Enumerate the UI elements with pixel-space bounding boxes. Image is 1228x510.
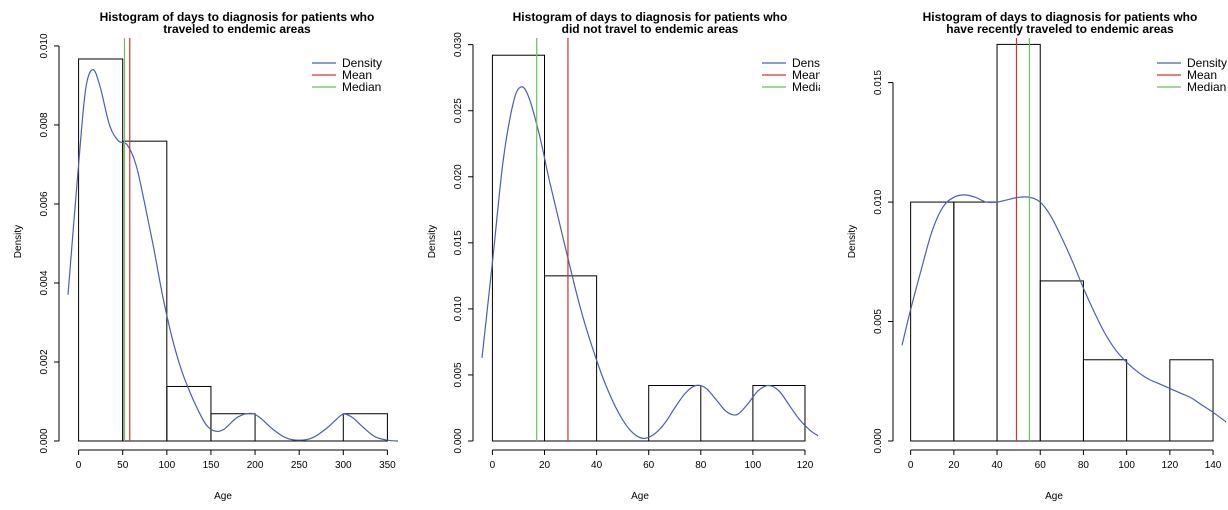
- chart-title-line: Histogram of days to diagnosis for patie…: [100, 10, 375, 24]
- x-tick-label: 250: [291, 460, 308, 471]
- legend-density-label: Density: [1187, 56, 1227, 70]
- legend-median-label: Median: [342, 80, 381, 94]
- density-curve: [481, 86, 819, 440]
- y-tick-label: 0.010: [39, 33, 50, 58]
- histogram-bar: [166, 385, 212, 442]
- x-axis-label: Age: [631, 491, 649, 502]
- histogram-svg: Histogram of days to diagnosis for patie…: [427, 10, 832, 502]
- legend-mean-label: Mean: [342, 68, 372, 82]
- y-axis-label: Density: [13, 225, 24, 258]
- chart-panel-not-traveled: Histogram of days to diagnosis for patie…: [410, 0, 832, 505]
- histogram-bar: [752, 385, 806, 442]
- x-tick-label: 350: [379, 460, 396, 471]
- x-tick-label: 100: [1118, 460, 1135, 471]
- x-tick-label: 150: [203, 460, 220, 471]
- legend-density-label: Density: [342, 56, 382, 70]
- legend-mean-label: Mean: [1187, 68, 1217, 82]
- y-tick-label: 0.000: [39, 428, 50, 453]
- density-curve: [67, 69, 399, 442]
- x-tick-label: 140: [1205, 460, 1222, 471]
- y-tick-label: 0.010: [873, 189, 884, 214]
- x-tick-label: 120: [797, 460, 814, 471]
- y-tick-label: 0.000: [453, 428, 464, 453]
- chart-panel-traveled: Histogram of days to diagnosis for patie…: [0, 0, 410, 505]
- histogram-bar: [996, 43, 1041, 442]
- chart-title-line: did not travel to endemic areas: [562, 22, 739, 36]
- x-tick-label: 0: [490, 460, 496, 471]
- histogram-bar: [1082, 359, 1128, 442]
- legend-median-label: Median: [792, 80, 820, 94]
- histogram-bar: [342, 413, 388, 442]
- y-tick-label: 0.006: [39, 191, 50, 216]
- legend-median-label: Median: [1187, 80, 1226, 94]
- x-tick-label: 40: [991, 460, 1003, 471]
- x-tick-label: 120: [1161, 460, 1178, 471]
- x-tick-label: 100: [158, 460, 175, 471]
- y-tick-label: 0.005: [453, 362, 464, 387]
- x-tick-label: 80: [1078, 460, 1090, 471]
- histogram-bar: [544, 275, 598, 442]
- histogram-bar: [953, 201, 998, 442]
- x-tick-label: 300: [335, 460, 352, 471]
- chart-title-line: have recently traveled to endemic areas: [946, 22, 1174, 36]
- y-tick-label: 0.030: [453, 32, 464, 57]
- histogram-bar: [1169, 359, 1214, 442]
- x-tick-label: 80: [695, 460, 707, 471]
- y-tick-label: 0.004: [39, 270, 50, 295]
- density-curve: [901, 194, 1227, 423]
- chart-title-line: traveled to endemic areas: [163, 22, 311, 36]
- x-tick-label: 60: [1035, 460, 1047, 471]
- y-tick-label: 0.005: [873, 309, 884, 334]
- histogram-svg: Histogram of days to diagnosis for patie…: [847, 10, 1227, 502]
- chart-title-line: Histogram of days to diagnosis for patie…: [923, 10, 1198, 24]
- x-tick-label: 40: [591, 460, 603, 471]
- legend-mean-label: Mean: [792, 68, 820, 82]
- y-tick-label: 0.015: [453, 230, 464, 255]
- x-axis-label: Age: [1045, 491, 1063, 502]
- x-tick-label: 0: [908, 460, 914, 471]
- histogram-bar: [210, 413, 256, 442]
- y-tick-label: 0.020: [453, 164, 464, 189]
- x-tick-label: 50: [117, 460, 129, 471]
- y-tick-label: 0.002: [39, 349, 50, 374]
- histogram-svg: Histogram of days to diagnosis for patie…: [13, 10, 399, 502]
- histogram-bar: [910, 201, 955, 442]
- chart-title-line: Histogram of days to diagnosis for patie…: [513, 10, 788, 24]
- y-tick-label: 0.025: [453, 98, 464, 123]
- x-tick-label: 100: [745, 460, 762, 471]
- x-tick-label: 20: [948, 460, 960, 471]
- chart-panel-recently-traveled: Histogram of days to diagnosis for patie…: [820, 0, 1228, 505]
- y-tick-label: 0.015: [873, 70, 884, 95]
- y-tick-label: 0.008: [39, 112, 50, 137]
- x-tick-label: 20: [539, 460, 551, 471]
- histogram-bar: [1039, 280, 1084, 442]
- y-tick-label: 0.010: [453, 296, 464, 321]
- x-tick-label: 200: [247, 460, 264, 471]
- y-tick-label: 0.000: [873, 428, 884, 453]
- histogram-bar: [78, 58, 124, 442]
- x-axis-label: Age: [214, 491, 232, 502]
- y-axis-label: Density: [427, 225, 438, 258]
- x-tick-label: 0: [76, 460, 82, 471]
- y-axis-label: Density: [847, 225, 858, 258]
- x-tick-label: 60: [643, 460, 655, 471]
